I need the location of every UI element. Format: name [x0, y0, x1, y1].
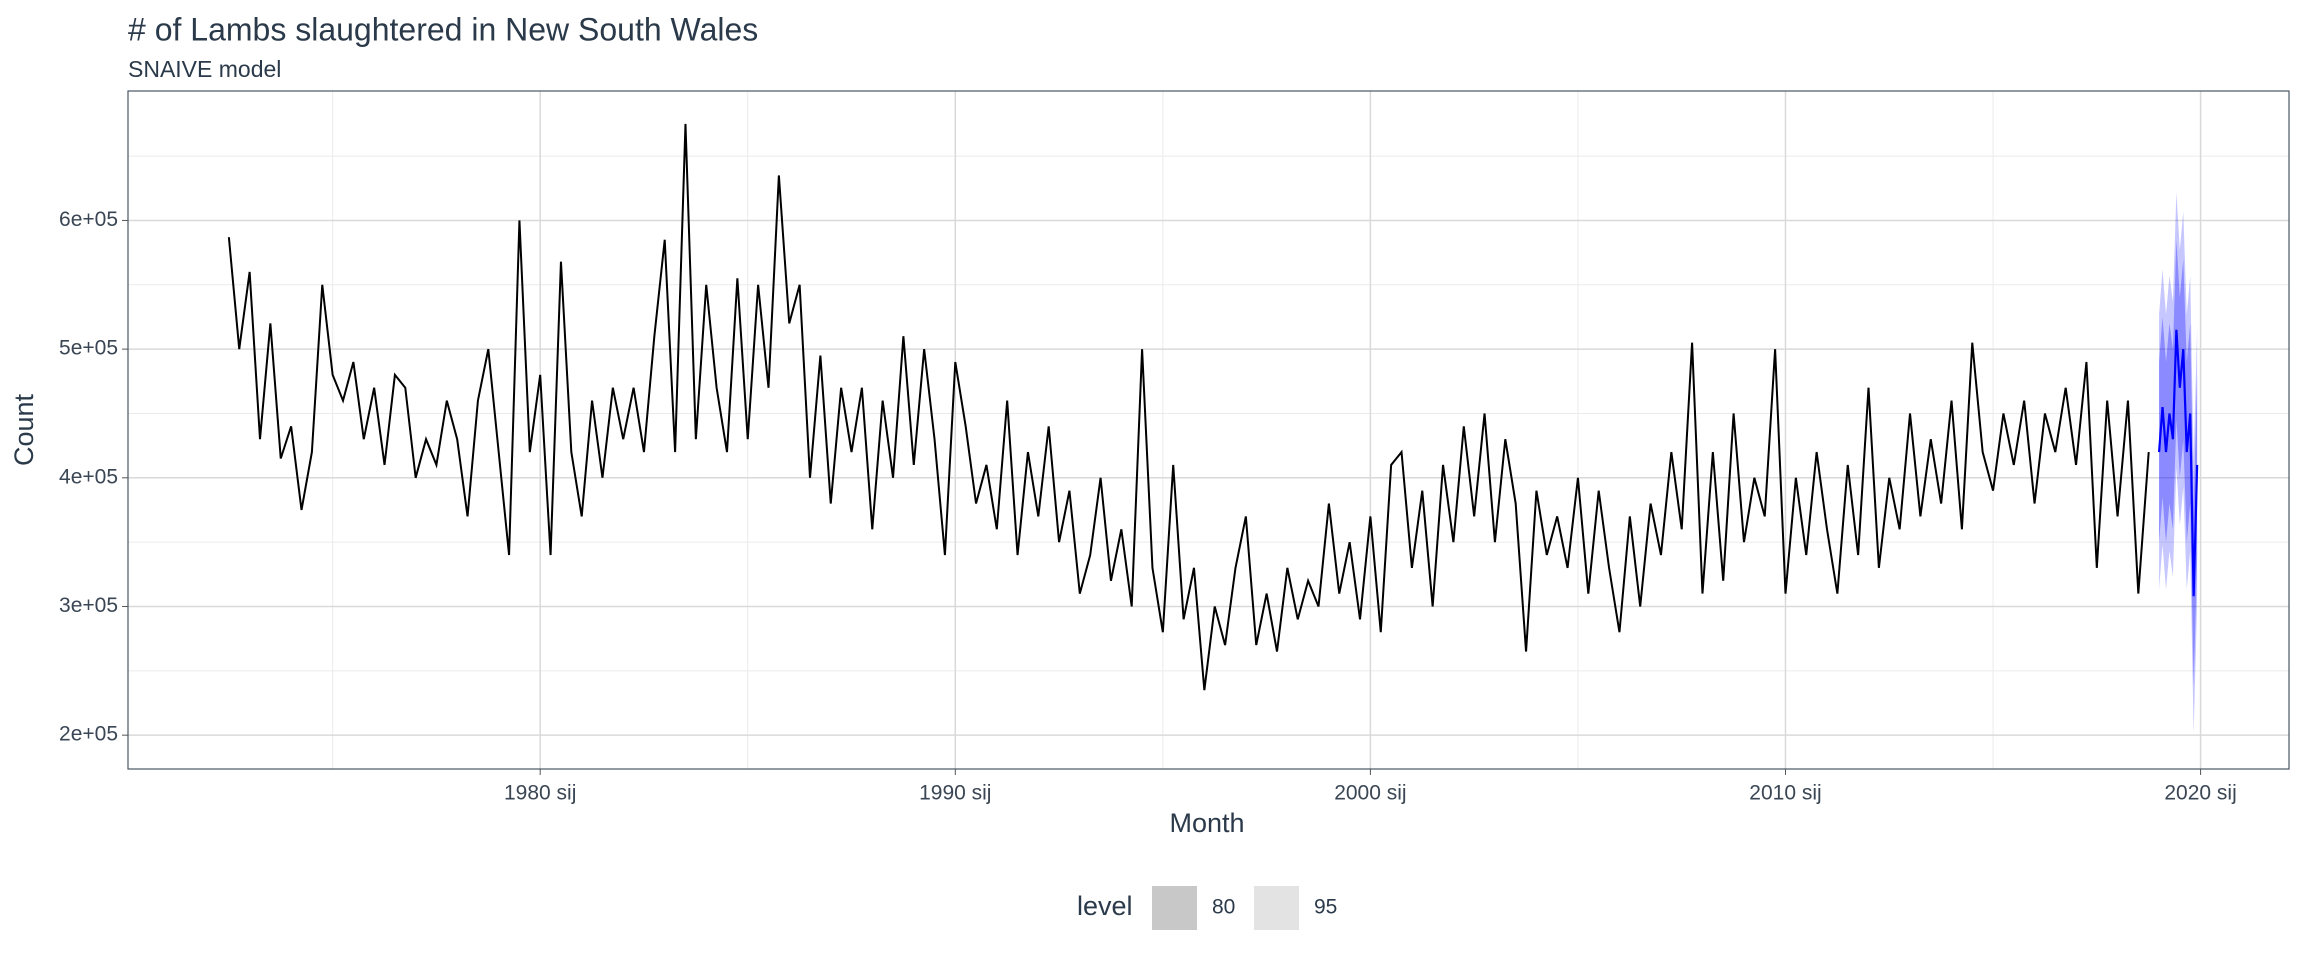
- y-tick-label: 5e+05: [59, 337, 118, 360]
- y-tick-label: 2e+05: [59, 723, 118, 746]
- legend-title: level: [1077, 891, 1133, 921]
- x-tick-label: 1980 sij: [504, 782, 576, 805]
- legend-swatch: [1254, 886, 1299, 930]
- y-tick-label: 3e+05: [59, 594, 118, 617]
- forecast-band: [2159, 192, 2198, 734]
- x-tick-label: 2000 sij: [1334, 782, 1406, 805]
- y-tick-label: 6e+05: [59, 208, 118, 231]
- forecast-line: [2157, 329, 2199, 597]
- legend-swatch: [1152, 886, 1197, 930]
- x-tick-label: 1990 sij: [919, 782, 991, 805]
- forecast-band: [2159, 239, 2198, 687]
- data-line: [227, 123, 2150, 691]
- chart-title: # of Lambs slaughtered in New South Wale…: [128, 11, 758, 47]
- y-axis-title: Count: [9, 393, 39, 466]
- y-tick-label: 4e+05: [59, 465, 118, 488]
- chart-subtitle: SNAIVE model: [128, 56, 281, 82]
- legend-label: 80: [1212, 896, 1235, 919]
- x-tick-label: 2020 sij: [2164, 782, 2236, 805]
- legend-label: 95: [1314, 896, 1337, 919]
- panel-border: [127, 90, 2290, 770]
- x-axis-title: Month: [1169, 808, 1244, 838]
- x-tick-label: 2010 sij: [1749, 782, 1821, 805]
